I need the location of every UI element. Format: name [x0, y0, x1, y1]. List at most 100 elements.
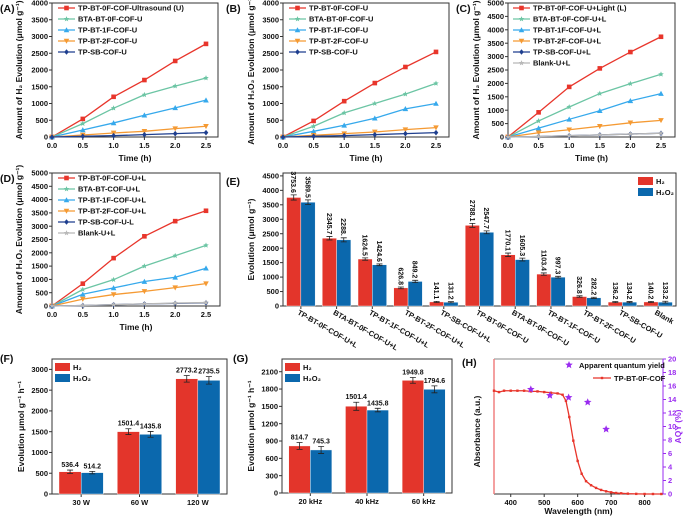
value-label: 1501.4 [346, 394, 368, 401]
y-tick-label: 500 [35, 116, 48, 125]
y-tick-label: 1200 [261, 419, 278, 428]
legend-label: H₂O₂ [656, 188, 674, 197]
data-point [536, 110, 541, 115]
legend-label: BTA-BT-COF-U+L [78, 185, 141, 194]
data-point [403, 130, 408, 137]
data-point [49, 303, 55, 309]
data-point [402, 106, 409, 112]
value-label: 2773.2 [176, 367, 198, 374]
y-tick-label: 0 [500, 133, 504, 142]
series-line [51, 125, 207, 138]
h2-bar [117, 431, 140, 495]
data-point [141, 91, 148, 98]
data-point [172, 285, 178, 291]
data-point [433, 100, 439, 106]
panel-label: (E) [226, 176, 240, 188]
y-tick-label: 3000 [31, 365, 48, 374]
y-tick-label: 4500 [31, 182, 48, 191]
y-tick-label: 0 [275, 302, 279, 311]
series-line [507, 36, 662, 138]
y-axis-label: Evolution (μmol g⁻¹) [246, 198, 256, 280]
y-right-tick-label: 20 [668, 355, 676, 364]
aqy-point [527, 385, 535, 393]
legend-marker [63, 208, 70, 214]
data-point [597, 90, 603, 96]
x-tick-label: 120 W [187, 498, 210, 507]
data-point [341, 98, 347, 104]
data-point [111, 255, 116, 261]
data-point [141, 300, 148, 307]
value-label: 1435.8 [140, 423, 162, 430]
data-point [80, 127, 86, 133]
data-point [597, 107, 603, 114]
error-bar [397, 286, 404, 290]
legend-marker [518, 60, 525, 66]
data-point [203, 75, 209, 81]
absorbance-point [576, 459, 579, 463]
legend-marker [63, 197, 70, 203]
legend-label: Blank-U+L [533, 59, 571, 68]
y-right-axis-label: AQY (%) [673, 409, 683, 443]
series-line [51, 267, 207, 307]
error-bar [590, 296, 597, 299]
data-point [141, 263, 148, 269]
data-point [203, 299, 209, 305]
error-bar [431, 385, 438, 394]
data-point [203, 208, 209, 214]
legend-label: TP-SB-COF-U-L [78, 218, 134, 227]
y-tick-label: 5000 [487, 0, 504, 8]
data-point [49, 134, 55, 140]
y-tick-label: 2000 [487, 79, 504, 88]
absorbance-point [599, 488, 603, 492]
absorbance-point [502, 389, 506, 392]
x-tick-label: 2.0 [400, 141, 410, 150]
series-3: TP-BT-2F-COF-U+L [49, 207, 209, 309]
y-tick-label: 1000 [487, 106, 504, 115]
value-label: 326.8 [575, 276, 582, 294]
value-label: 1103.4 [539, 250, 546, 271]
legend-label: TP-SB-COF-U+L [533, 48, 591, 57]
series-line [282, 131, 437, 138]
error-bar [205, 376, 212, 385]
legend-label: TP-BT-0F-COF [614, 374, 666, 383]
y-tick-label: 3000 [487, 52, 504, 61]
data-point [535, 118, 542, 124]
legend-label: H₂O₂ [303, 374, 321, 383]
data-point [172, 130, 178, 137]
h2o2-bar [300, 202, 316, 307]
data-point [110, 292, 117, 298]
data-point [172, 300, 178, 306]
h2o2-bar [515, 259, 530, 307]
y-tick-label: 500 [266, 287, 279, 296]
data-point [141, 112, 148, 118]
y-tick-label: 2500 [31, 49, 48, 58]
x-tick-label: BTA-BT-0F-COF-U+L [332, 308, 400, 353]
error-bar [67, 469, 74, 474]
value-label: 2345.7 [325, 213, 332, 235]
y-tick-label: 1500 [31, 427, 48, 436]
absorbance-point [604, 490, 608, 493]
y-right-tick-label: 16 [668, 382, 676, 391]
error-bar [447, 301, 454, 304]
data-point [141, 289, 148, 295]
data-point [203, 265, 209, 271]
data-point [110, 276, 117, 283]
data-point [433, 80, 439, 86]
legend-marker [63, 38, 70, 44]
absorbance-point [509, 389, 512, 392]
y-right-tick-label: 0 [668, 490, 672, 499]
absorbance-point [564, 399, 568, 403]
legend-marker [518, 16, 525, 22]
h2-bar [286, 197, 302, 307]
x-tick-label: TP-BT-0F-COF-U+L [296, 308, 360, 350]
y-tick-label: 1500 [261, 402, 278, 411]
data-point [535, 133, 542, 139]
y-tick-label: 0 [274, 489, 278, 498]
y-right-tick-label: 10 [668, 422, 676, 431]
series-line [507, 119, 662, 138]
error-bar [183, 375, 190, 383]
y-tick-label: 900 [265, 437, 278, 446]
series-line [507, 73, 662, 138]
data-point [403, 64, 408, 70]
y-tick-label: 0 [275, 133, 279, 142]
